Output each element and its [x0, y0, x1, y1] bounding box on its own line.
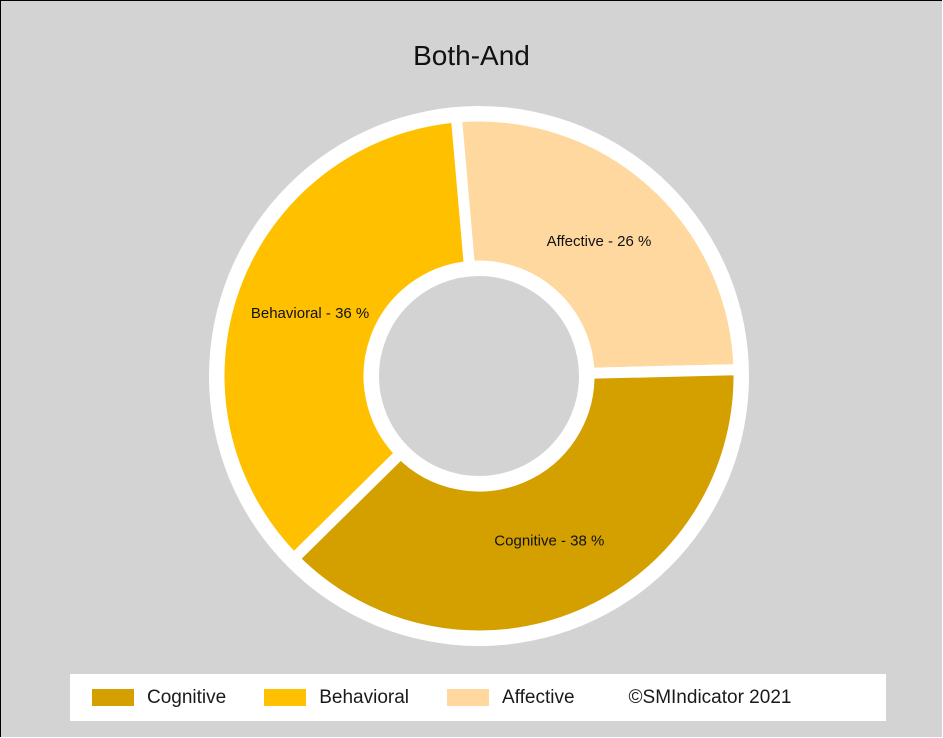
slice-label-cognitive: Cognitive - 38 %	[494, 533, 604, 550]
legend-item-affective: Affective	[447, 687, 575, 709]
legend-swatch-cognitive	[92, 689, 134, 706]
legend-item-behavioral: Behavioral	[264, 687, 409, 709]
copyright-text: ©SMIndicator 2021	[628, 686, 792, 708]
donut-labels: Affective - 26 % Cognitive - 38 % Behavior…	[251, 233, 651, 550]
legend-label-behavioral: Behavioral	[319, 686, 409, 708]
donut-slice-cognitive	[286, 364, 745, 642]
donut-chart: Affective - 26 % Cognitive - 38 % Behavior…	[209, 106, 749, 646]
legend-swatch-behavioral	[264, 689, 307, 706]
legend-label-cognitive: Cognitive	[147, 686, 227, 708]
donut-slices	[209, 106, 749, 646]
legend-item-cognitive: Cognitive	[92, 687, 226, 709]
legend: Cognitive Behavioral Affective ©SMIndica…	[70, 674, 886, 721]
legend-swatch-affective	[447, 689, 489, 706]
donut-hole	[369, 266, 589, 486]
chart-title: Both-And	[413, 40, 530, 71]
legend-label-affective: Affective	[502, 686, 575, 708]
slice-label-affective: Affective - 26 %	[547, 233, 652, 250]
slice-label-behavioral: Behavioral - 36 %	[251, 305, 369, 322]
